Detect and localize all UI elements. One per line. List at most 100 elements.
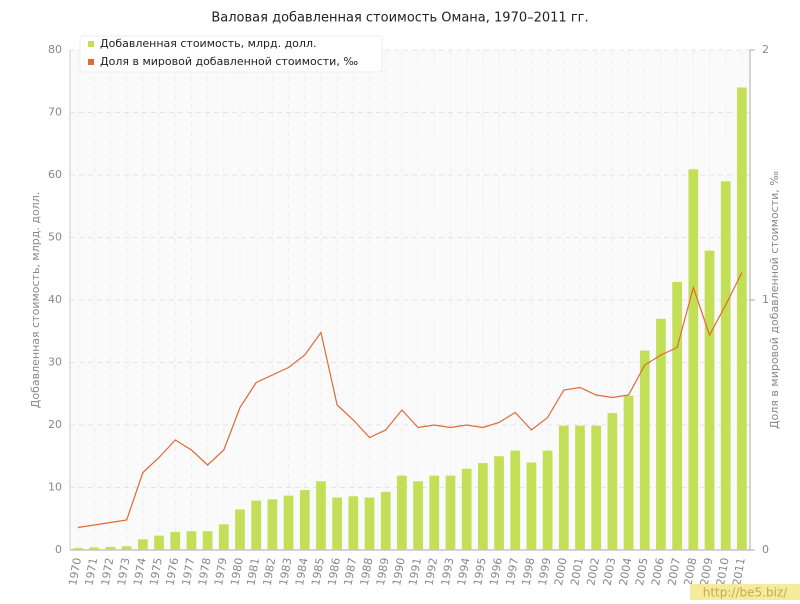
x-tick-label: 1986: [325, 557, 343, 587]
bar: [607, 413, 618, 550]
bar: [429, 475, 440, 550]
x-tick-label: 2002: [584, 557, 602, 587]
y-tick-label: 70: [48, 106, 62, 119]
x-tick-label: 1980: [228, 557, 246, 587]
x-tick-label: 1991: [406, 557, 424, 587]
x-tick-label: 1977: [180, 557, 198, 587]
bar: [186, 531, 197, 550]
x-tick-label: 1993: [439, 557, 457, 587]
x-tick-label: 1979: [212, 557, 230, 587]
bar: [397, 475, 407, 550]
bar: [413, 481, 423, 550]
x-tick-label: 1971: [83, 557, 101, 587]
bar: [332, 497, 342, 550]
x-tick-label: 1981: [244, 557, 262, 587]
x-tick-label: 1996: [487, 557, 505, 587]
y-tick-label: 30: [48, 356, 62, 369]
bar: [510, 450, 521, 550]
watermark: http://be5.biz/: [703, 586, 788, 600]
x-tick-label: 2003: [601, 557, 619, 587]
x-tick-label: 2011: [730, 557, 748, 587]
bar: [235, 509, 245, 550]
bar: [494, 456, 504, 550]
x-tick-label: 2005: [633, 557, 651, 587]
x-tick-label: 2008: [682, 557, 700, 587]
x-tick-label: 1983: [277, 557, 295, 587]
x-tick-label: 1974: [131, 557, 149, 587]
x-tick-label: 1970: [66, 557, 84, 587]
x-tick-label: 1987: [342, 557, 360, 587]
x-tick-label: 1998: [520, 557, 538, 587]
bar: [737, 87, 747, 550]
bar: [575, 425, 585, 550]
x-tick-label: 1984: [293, 557, 311, 587]
x-tick-label: 1978: [196, 557, 214, 587]
y-tick-label: 20: [48, 418, 62, 431]
x-tick-label: 1973: [115, 557, 133, 587]
x-tick-label: 1992: [423, 557, 441, 587]
bar: [380, 491, 391, 550]
chart-title: Валовая добавленная стоимость Омана, 197…: [211, 11, 588, 26]
y-tick-label: 60: [48, 168, 62, 181]
x-tick-label: 1976: [163, 557, 181, 587]
bar: [267, 499, 278, 550]
x-tick-label: 2007: [665, 557, 683, 587]
y-axis-label: Добавленная стоимость, млрд. долл.: [29, 192, 42, 408]
bar: [73, 548, 83, 550]
x-tick-label: 1975: [147, 557, 165, 587]
bar: [639, 350, 650, 550]
bar: [542, 450, 553, 550]
legend-swatch: [88, 59, 94, 65]
x-tick-label: 2009: [698, 557, 716, 587]
bar: [461, 468, 472, 550]
bar: [316, 481, 326, 550]
x-tick-label: 2001: [568, 557, 586, 587]
line: [78, 272, 743, 529]
x-tick-label: 1994: [455, 557, 473, 587]
legend: Добавленная стоимость, млрд. долл. Доля в…: [79, 35, 383, 73]
bar: [283, 495, 294, 550]
legend-label: Доля в мировой добавленной стоимости, ‰: [100, 55, 358, 68]
bar: [526, 462, 537, 550]
x-tick-label: 2006: [649, 557, 667, 587]
x-tick-label: 1997: [503, 557, 521, 587]
bar: [558, 425, 569, 550]
bar: [656, 318, 666, 550]
bar: [704, 250, 715, 550]
y2-tick-label: 1: [762, 293, 769, 306]
bar: [348, 496, 359, 550]
bar: [299, 490, 310, 550]
bar: [251, 500, 262, 550]
y2-axis-label: Доля в мировой добавленной стоимости, ‰: [768, 171, 781, 429]
bar: [672, 281, 682, 550]
legend-swatch: [88, 41, 94, 47]
bar: [688, 169, 699, 550]
bar: [364, 497, 375, 550]
x-tick-label: 2000: [552, 557, 570, 587]
bar: [218, 524, 229, 550]
x-tick-label: 1972: [99, 557, 117, 587]
bar: [105, 546, 116, 550]
y-tick-label: 40: [48, 293, 62, 306]
watermark-bg: [690, 584, 800, 600]
bar: [591, 425, 602, 550]
bar: [445, 475, 456, 550]
x-tick-label: 1999: [536, 557, 554, 587]
y-tick-label: 0: [55, 543, 62, 556]
x-tick-label: 1988: [358, 557, 376, 587]
x-tick-label: 1982: [261, 557, 279, 587]
bar: [89, 547, 100, 550]
bar: [121, 546, 132, 550]
y-tick-label: 80: [48, 43, 62, 56]
plot-background: [70, 50, 750, 550]
x-tick-label: 1989: [374, 557, 392, 587]
x-tick-label: 1985: [309, 557, 327, 587]
bar: [202, 531, 213, 550]
y2-tick-label: 0: [762, 543, 769, 556]
bar: [154, 535, 164, 550]
x-tick-label: 2010: [714, 557, 732, 587]
x-tick-label: 1990: [390, 557, 408, 587]
x-tick-label: 1995: [471, 557, 489, 587]
y2-tick-label: 2: [762, 43, 769, 56]
